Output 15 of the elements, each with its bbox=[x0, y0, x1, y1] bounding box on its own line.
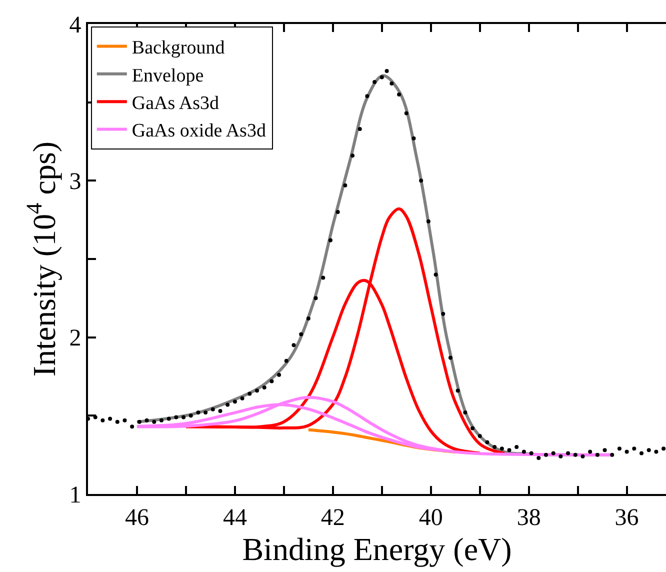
y-tick-label: 1 bbox=[69, 482, 82, 508]
x-tick-label: 38 bbox=[516, 504, 541, 531]
y-tick-label: 4 bbox=[69, 12, 82, 38]
x-tick-label: 46 bbox=[124, 504, 149, 531]
x-tick-label: 44 bbox=[222, 504, 247, 531]
x-tick-label: 36 bbox=[614, 504, 639, 531]
y-tick-label: 2 bbox=[69, 326, 82, 352]
x-tick-label: 42 bbox=[320, 504, 345, 531]
x-tick-label: 40 bbox=[418, 504, 443, 531]
x-axis-title: Binding Energy (eV) bbox=[242, 530, 512, 567]
legend-label: GaAs As3d bbox=[132, 93, 220, 114]
y-tick-label: 3 bbox=[69, 169, 82, 196]
legend-label: GaAs oxide As3d bbox=[132, 120, 266, 142]
legend-label: Envelope bbox=[132, 65, 204, 86]
legend-label: Background bbox=[132, 38, 226, 59]
